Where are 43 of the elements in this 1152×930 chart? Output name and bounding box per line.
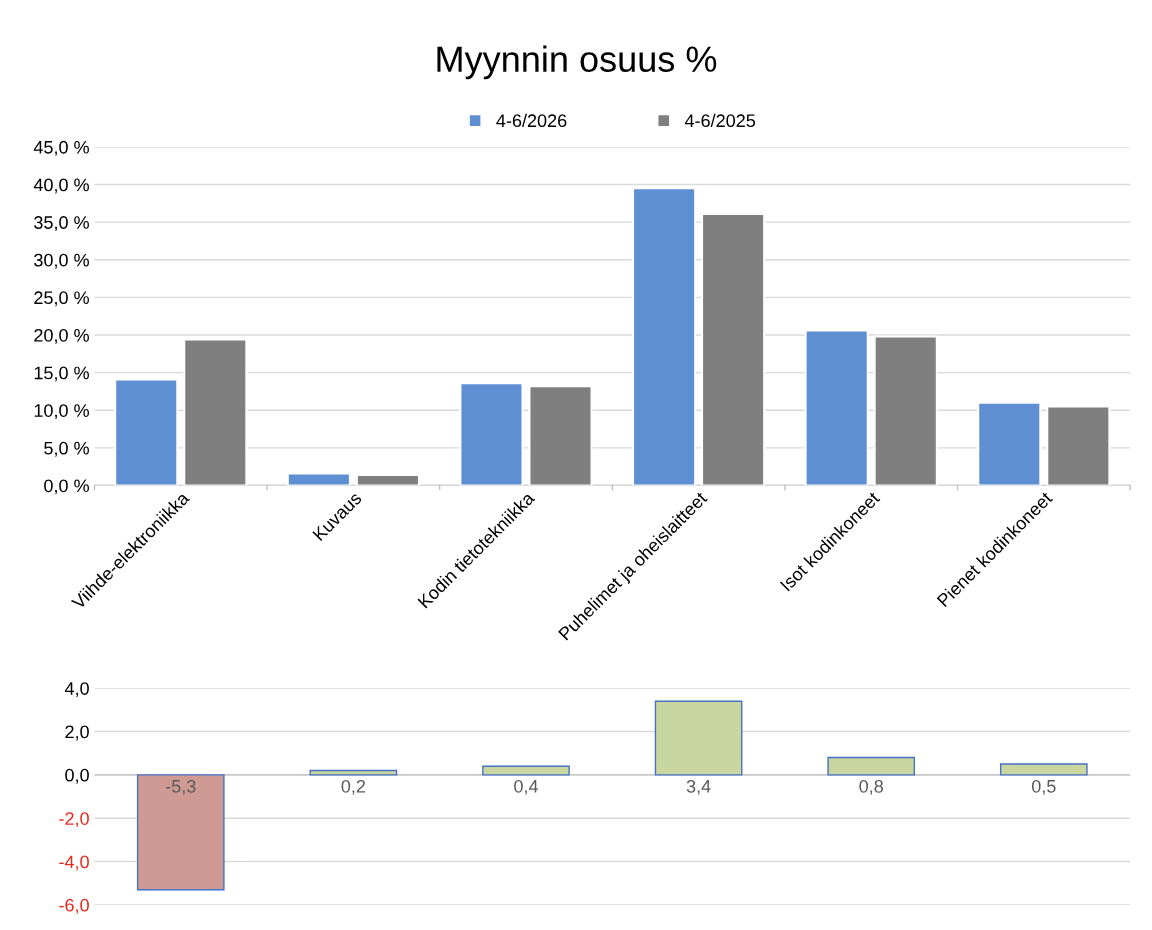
y-tick-label: 5,0 % [44, 441, 89, 457]
data-label: 0,8 [859, 779, 883, 795]
y-tick-label: 20,0 % [34, 328, 89, 344]
y-tick-label: 35,0 % [34, 216, 89, 232]
y-tick-label: 4,0 [64, 682, 89, 698]
y-tick-label: 40,0 % [33, 178, 89, 194]
bar [977, 401, 1042, 486]
bar [482, 765, 570, 776]
y-tick-label: 45,0 % [33, 140, 89, 156]
bar [528, 385, 593, 486]
bar [873, 335, 938, 486]
bar [183, 338, 248, 486]
data-label: 0,2 [341, 779, 366, 795]
bar [1046, 405, 1111, 486]
bar [631, 187, 697, 486]
bar [355, 473, 421, 486]
bar [827, 756, 916, 776]
y-tick-label: -2,0 [59, 812, 89, 828]
y-tick-label: 0,0 % [44, 479, 89, 495]
data-label: 3,4 [686, 779, 711, 795]
data-label: 0,4 [514, 779, 539, 795]
bar [804, 329, 869, 486]
legend-label: 4-6/2025 [684, 113, 756, 128]
y-tick-label: 15,0 % [34, 366, 89, 382]
bar [999, 763, 1088, 776]
y-tick-label: 30,0 % [34, 253, 89, 269]
chart-title: Myynnin osuus % [437, 45, 717, 80]
data-label: 0,5 [1031, 779, 1056, 795]
y-tick-label: 2,0 [65, 725, 89, 741]
bar [309, 769, 398, 776]
data-label: -5,3 [166, 779, 196, 795]
bar [701, 212, 766, 486]
bar [286, 472, 351, 486]
bar [654, 700, 743, 776]
legend-label: 4-6/2026 [496, 113, 567, 128]
y-tick-label: 0,0 [65, 768, 89, 784]
bar [459, 382, 524, 486]
y-tick-label: -4,0 [59, 855, 89, 871]
bar [136, 774, 225, 891]
y-tick-label: 10,0 % [34, 404, 89, 420]
bar [114, 378, 179, 486]
y-tick-label: 25,0 % [34, 291, 89, 307]
y-tick-label: -6,0 [59, 898, 89, 914]
